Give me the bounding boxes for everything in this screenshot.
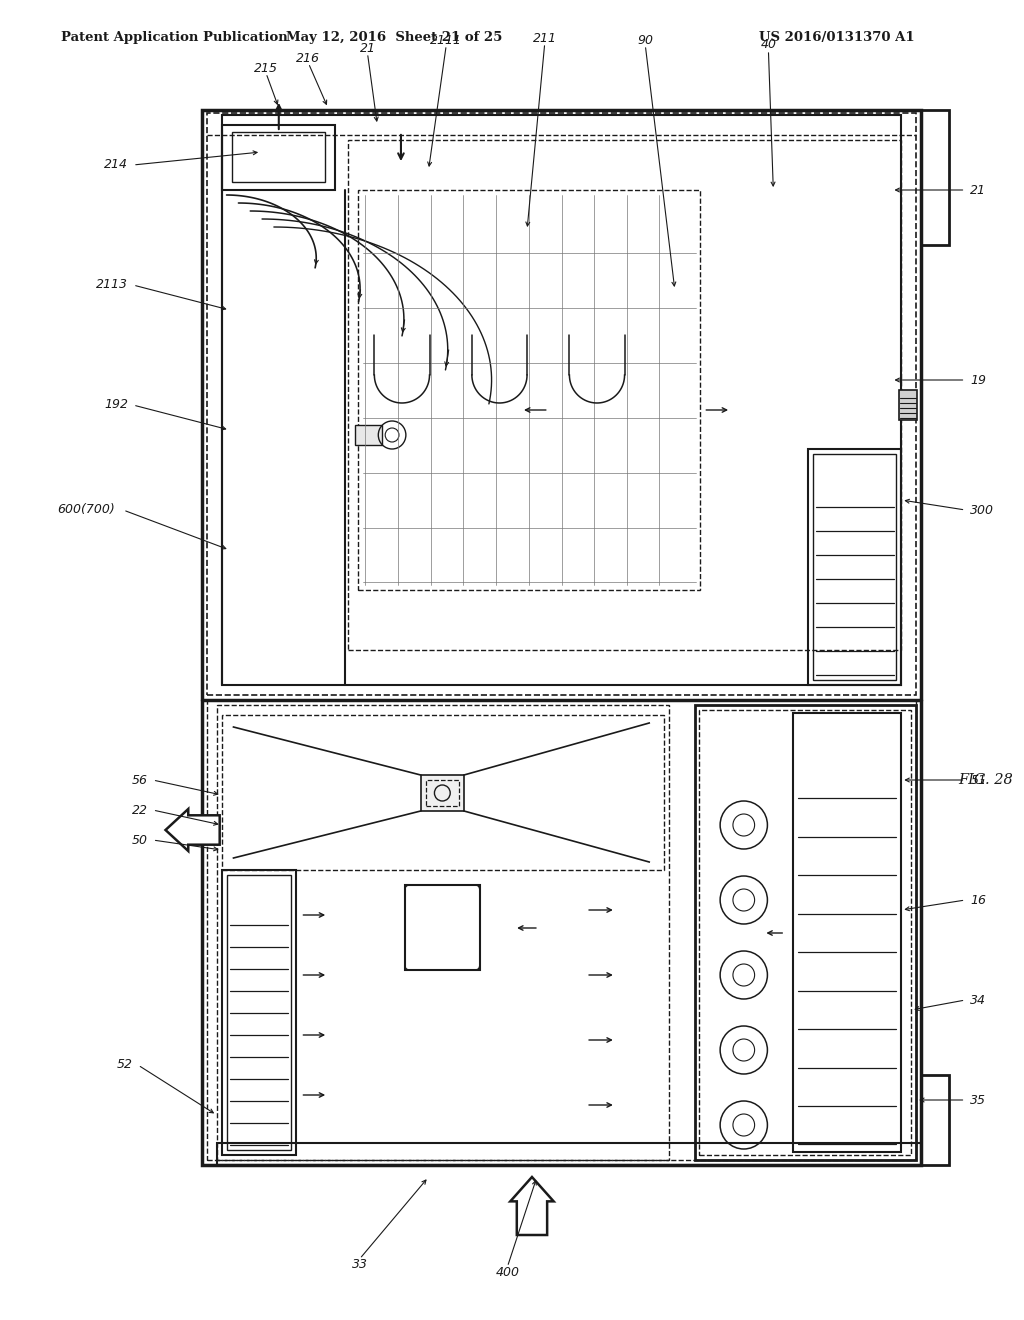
Text: 40: 40 — [761, 38, 776, 51]
Text: 34: 34 — [971, 994, 986, 1006]
Text: 2113: 2113 — [96, 279, 128, 292]
Bar — [357, 190, 700, 590]
Polygon shape — [166, 809, 220, 851]
Bar — [217, 1143, 922, 1166]
Bar — [793, 713, 901, 1152]
Bar — [226, 875, 291, 1150]
Bar — [207, 700, 916, 1160]
Polygon shape — [510, 1177, 554, 1236]
Bar — [404, 884, 480, 970]
Text: 214: 214 — [104, 158, 128, 172]
Text: 192: 192 — [104, 399, 128, 412]
Bar — [808, 449, 901, 685]
Text: 56: 56 — [132, 774, 147, 787]
Bar — [231, 132, 325, 182]
Bar — [426, 780, 459, 807]
Text: May 12, 2016  Sheet 21 of 25: May 12, 2016 Sheet 21 of 25 — [286, 30, 502, 44]
Bar — [899, 389, 918, 420]
Text: 90: 90 — [637, 33, 653, 46]
Bar — [922, 1074, 948, 1166]
Text: 51: 51 — [971, 774, 986, 787]
Bar — [221, 115, 901, 685]
Text: 400: 400 — [496, 1266, 519, 1279]
Bar — [421, 775, 464, 810]
Text: 211: 211 — [532, 32, 557, 45]
Text: 52: 52 — [117, 1059, 133, 1072]
Bar — [354, 425, 382, 445]
Text: 35: 35 — [971, 1093, 986, 1106]
Text: 50: 50 — [132, 833, 147, 846]
Text: 21: 21 — [971, 183, 986, 197]
Text: 19: 19 — [971, 374, 986, 387]
Text: Patent Application Publication: Patent Application Publication — [61, 30, 288, 44]
Bar — [221, 715, 664, 870]
Text: 600(700): 600(700) — [57, 503, 116, 516]
Bar — [217, 705, 669, 1160]
Text: FIG. 28: FIG. 28 — [958, 774, 1014, 787]
Text: 216: 216 — [296, 51, 321, 65]
Text: 21: 21 — [359, 41, 376, 54]
Bar — [922, 110, 948, 246]
Text: 2111: 2111 — [430, 33, 462, 46]
Text: 215: 215 — [254, 62, 278, 74]
Text: 16: 16 — [971, 894, 986, 907]
Text: 33: 33 — [351, 1258, 368, 1271]
Text: 22: 22 — [132, 804, 147, 817]
Bar — [694, 705, 916, 1160]
Bar — [221, 870, 296, 1155]
Bar — [348, 140, 901, 649]
Bar — [207, 114, 916, 696]
Bar — [202, 110, 922, 1166]
Text: US 2016/0131370 A1: US 2016/0131370 A1 — [759, 30, 914, 44]
Bar — [813, 454, 896, 680]
Text: 300: 300 — [971, 503, 994, 516]
Bar — [699, 710, 911, 1155]
Bar — [221, 125, 335, 190]
